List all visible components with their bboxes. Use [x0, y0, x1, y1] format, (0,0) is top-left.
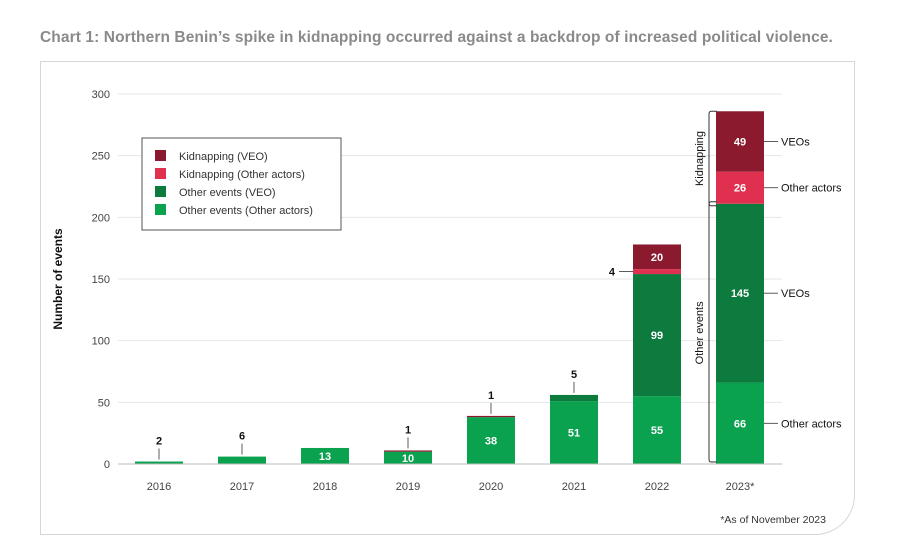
legend-swatch	[155, 150, 166, 161]
other-events-bracket	[708, 201, 717, 463]
bar-segment	[716, 171, 764, 204]
legend-swatch	[155, 186, 166, 197]
data-label: 26	[734, 183, 746, 195]
data-label: 99	[651, 330, 663, 342]
y-tick-label: 300	[92, 89, 110, 101]
annotations: Kidnapping Other events VEOs Other actors VE…	[694, 110, 842, 526]
legend-box	[141, 137, 342, 231]
side-label: VEOs	[781, 288, 810, 300]
bar-segment	[301, 447, 349, 464]
data-label: 5	[571, 369, 577, 381]
x-tick-label: 2017	[230, 481, 254, 493]
bar-segment	[467, 417, 515, 464]
data-label: 66	[734, 418, 746, 430]
side-label: Other actors	[781, 183, 842, 195]
bar-segment	[633, 244, 681, 270]
bar-segment	[218, 456, 266, 464]
data-label: 2	[156, 436, 162, 448]
data-label: 145	[731, 288, 749, 300]
y-axis-label: Number of events	[51, 228, 65, 330]
data-label: 20	[651, 252, 663, 264]
bar-segment	[716, 203, 764, 383]
data-label: 51	[568, 428, 580, 440]
bar-segment	[716, 382, 764, 464]
data-label: 1	[405, 424, 411, 436]
y-tick-label: 50	[98, 397, 110, 409]
bar-segment	[550, 394, 598, 402]
other-events-group-label: Other events	[694, 301, 706, 364]
bar-segment	[384, 450, 432, 452]
kidnapping-group-label: Kidnapping	[694, 131, 706, 186]
chart-title: Chart 1: Northern Benin’s spike in kidna…	[40, 29, 833, 46]
bar-segment	[135, 461, 183, 464]
chart-frame	[40, 61, 855, 535]
bar-segment	[550, 401, 598, 464]
y-tick-label: 100	[92, 336, 110, 348]
x-tick-label: 2023*	[726, 481, 755, 493]
x-tick-label: 2016	[147, 481, 171, 493]
legend-item: Other events (Other actors)	[179, 205, 313, 217]
x-tick-label: 2021	[562, 481, 586, 493]
data-label: 55	[651, 425, 663, 437]
legend: Kidnapping (VEO) Kidnapping (Other actors…	[141, 137, 342, 231]
data-label: 38	[485, 436, 497, 448]
data-label: 10	[402, 453, 414, 465]
y-tick-label: 200	[92, 212, 110, 224]
data-label: 4	[609, 267, 616, 279]
kidnapping-bracket	[708, 110, 717, 207]
y-tick-label: 250	[92, 151, 110, 163]
x-tick-label: 2019	[396, 481, 420, 493]
bars	[135, 111, 764, 464]
x-tick-label: 2018	[313, 481, 337, 493]
y-tick-label: 150	[92, 274, 110, 286]
bar-segment	[716, 111, 764, 172]
bar-segment	[633, 274, 681, 397]
side-label: VEOs	[781, 136, 810, 148]
legend-item: Kidnapping (Other actors)	[179, 169, 305, 181]
data-label: 6	[239, 431, 245, 443]
data-label: 13	[319, 451, 331, 463]
footnote: *As of November 2023	[720, 514, 826, 526]
legend-item: Other events (VEO)	[179, 187, 276, 199]
x-tick-label: 2022	[645, 481, 669, 493]
x-tick-label: 2020	[479, 481, 503, 493]
legend-swatch	[155, 204, 166, 215]
data-label: 1	[488, 390, 494, 402]
bar-segment	[633, 396, 681, 464]
bar-segment	[384, 451, 432, 464]
bar-segment	[633, 269, 681, 275]
bar-segment	[467, 415, 515, 418]
legend-item: Kidnapping (VEO)	[179, 151, 268, 163]
data-label: 49	[734, 136, 746, 148]
legend-swatch	[155, 168, 166, 179]
side-label: Other actors	[781, 418, 842, 430]
y-tick-label: 0	[104, 459, 110, 471]
